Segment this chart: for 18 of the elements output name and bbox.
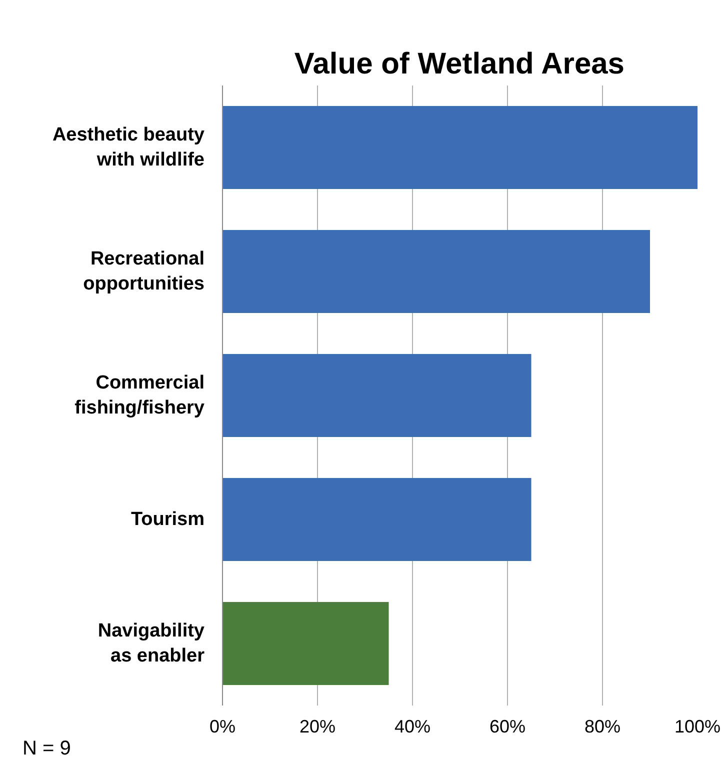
bar: [222, 354, 532, 438]
y-tick-label: Commercial fishing/fishery: [74, 372, 205, 419]
text: N = 9: [22, 738, 71, 760]
x-tick-label: 0%: [209, 716, 236, 736]
bar: [222, 230, 650, 314]
y-tick-label: Aesthetic beauty with wildlife: [52, 124, 205, 171]
y-tick-label: Tourism: [130, 509, 205, 530]
x-tick-label: 60%: [489, 716, 526, 736]
x-tick-label: 80%: [584, 716, 621, 736]
y-tick-label: Recreational opportunities: [83, 248, 205, 295]
y-tick-label: Navigability as enabler: [98, 620, 206, 667]
bar: [222, 106, 698, 190]
x-tick-label: 40%: [394, 716, 431, 736]
bar: [222, 478, 532, 562]
x-tick-label: 20%: [299, 716, 336, 736]
chart-title: Value of Wetland Areas: [294, 48, 624, 80]
bar: [222, 602, 389, 686]
x-tick-label: 100%: [674, 716, 721, 736]
